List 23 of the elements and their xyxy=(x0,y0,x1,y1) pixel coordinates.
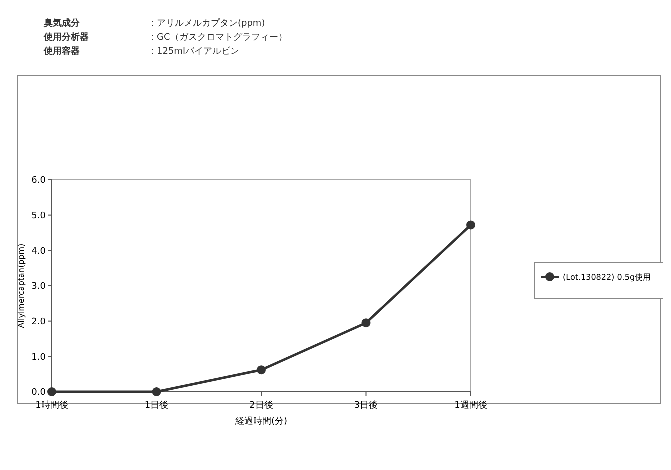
y-tick-label: 0.0 xyxy=(32,388,46,398)
y-tick-label: 3.0 xyxy=(32,282,46,292)
text: 臭気成分 ：アリルメルカプタン(ppm) xyxy=(44,19,266,29)
y-tick-label: 6.0 xyxy=(32,176,46,186)
text: 使用分析器 ：GC（ガスクロマトグラフィー） xyxy=(44,33,288,43)
y-tick-label: 4.0 xyxy=(32,246,46,257)
x-axis-title: 経過時間(分) xyxy=(234,416,288,427)
x-tick-label: 1週間後 xyxy=(454,400,488,411)
point xyxy=(48,388,56,396)
y-tick-label: 2.0 xyxy=(32,317,46,328)
x-tick-label: 3日後 xyxy=(354,400,378,411)
legend-label: (Lot.130822) 0.5g使用 xyxy=(563,273,652,282)
text: 使用容器 ：125mlバイアルビン xyxy=(44,47,240,57)
y-axis-title: Allylmercaptan(ppm) xyxy=(17,244,26,328)
x-tick-label: 1時間後 xyxy=(36,400,68,411)
point xyxy=(362,318,371,328)
y-tick-label: 5.0 xyxy=(32,211,46,222)
point xyxy=(257,366,266,375)
point xyxy=(152,388,162,396)
point xyxy=(466,220,476,230)
x-tick-label: 1日後 xyxy=(144,400,169,411)
y-tick-label: 1.0 xyxy=(32,352,46,363)
x-tick-label: 2日後 xyxy=(250,400,274,411)
